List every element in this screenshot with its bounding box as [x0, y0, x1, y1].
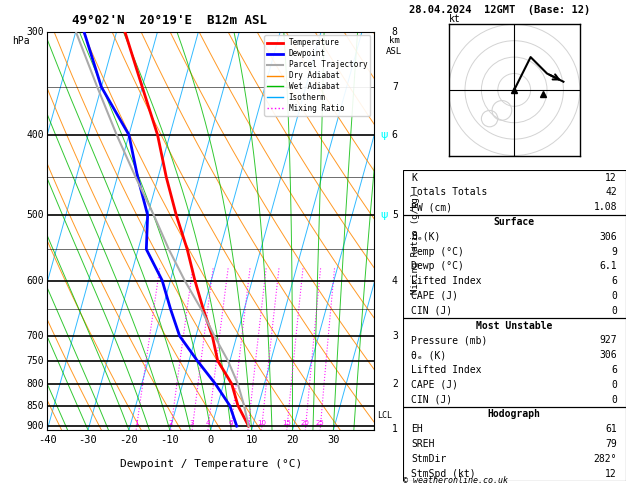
Text: PW (cm): PW (cm) [411, 202, 453, 212]
Bar [403, 407, 626, 481]
Text: -40: -40 [38, 435, 57, 445]
Text: StmDir: StmDir [411, 454, 447, 464]
Legend: Temperature, Dewpoint, Parcel Trajectory, Dry Adiabat, Wet Adiabat, Isotherm, Mi: Temperature, Dewpoint, Parcel Trajectory… [264, 35, 370, 116]
Text: 700: 700 [26, 331, 44, 341]
Text: LCL: LCL [377, 411, 392, 420]
Text: 6: 6 [229, 420, 233, 426]
Text: kt: kt [448, 14, 460, 24]
Text: 282°: 282° [593, 454, 617, 464]
Text: SREH: SREH [411, 439, 435, 449]
Text: Mixing Ratio (g/kg): Mixing Ratio (g/kg) [411, 192, 420, 294]
Text: Dewp (°C): Dewp (°C) [411, 261, 464, 271]
Bar [403, 214, 626, 318]
Text: 10: 10 [257, 420, 266, 426]
Text: Lifted Index: Lifted Index [411, 276, 482, 286]
Text: 12: 12 [605, 469, 617, 479]
Text: 600: 600 [26, 276, 44, 285]
Text: 500: 500 [26, 210, 44, 220]
Text: CAPE (J): CAPE (J) [411, 291, 459, 301]
Bar [403, 170, 626, 214]
Text: 300: 300 [26, 27, 44, 36]
Text: Hodograph: Hodograph [487, 410, 541, 419]
Text: 0: 0 [611, 395, 617, 405]
Text: 306: 306 [599, 232, 617, 242]
Text: ψ: ψ [381, 210, 388, 220]
Text: 20: 20 [286, 435, 299, 445]
Text: 400: 400 [26, 130, 44, 140]
Text: 900: 900 [26, 421, 44, 431]
Text: hPa: hPa [13, 36, 30, 47]
Text: 4: 4 [206, 420, 210, 426]
Bar [403, 318, 626, 407]
Text: 1: 1 [392, 424, 398, 434]
Text: 306: 306 [599, 350, 617, 360]
Text: 30: 30 [327, 435, 340, 445]
Text: 6.1: 6.1 [599, 261, 617, 271]
Text: 850: 850 [26, 400, 44, 411]
Text: CAPE (J): CAPE (J) [411, 380, 459, 390]
Text: 61: 61 [605, 424, 617, 434]
Text: -30: -30 [79, 435, 97, 445]
Text: 0: 0 [208, 435, 214, 445]
Text: 750: 750 [26, 356, 44, 365]
Text: 0: 0 [611, 306, 617, 316]
Text: ψ: ψ [381, 130, 388, 140]
Text: Totals Totals: Totals Totals [411, 187, 488, 197]
Text: K: K [411, 173, 418, 183]
Text: 1.08: 1.08 [593, 202, 617, 212]
Text: 6: 6 [611, 365, 617, 375]
Text: CIN (J): CIN (J) [411, 395, 453, 405]
Text: 6: 6 [392, 130, 398, 140]
Text: -20: -20 [120, 435, 138, 445]
Text: 12: 12 [605, 173, 617, 183]
Text: 79: 79 [605, 439, 617, 449]
Text: 25: 25 [316, 420, 325, 426]
Text: Pressure (mb): Pressure (mb) [411, 335, 488, 346]
Text: -10: -10 [160, 435, 179, 445]
Text: 9: 9 [611, 246, 617, 257]
Text: Dewpoint / Temperature (°C): Dewpoint / Temperature (°C) [120, 459, 302, 469]
Text: Most Unstable: Most Unstable [476, 321, 552, 330]
Text: 4: 4 [392, 276, 398, 285]
Text: Lifted Index: Lifted Index [411, 365, 482, 375]
Text: 8: 8 [392, 27, 398, 36]
Text: 3: 3 [392, 331, 398, 341]
Text: StmSpd (kt): StmSpd (kt) [411, 469, 476, 479]
Text: 42: 42 [605, 187, 617, 197]
Text: CIN (J): CIN (J) [411, 306, 453, 316]
Text: 5: 5 [392, 210, 398, 220]
Text: 2: 2 [392, 379, 398, 389]
Text: 6: 6 [611, 276, 617, 286]
Text: EH: EH [411, 424, 423, 434]
Text: θₑ (K): θₑ (K) [411, 350, 447, 360]
Text: Temp (°C): Temp (°C) [411, 246, 464, 257]
Text: 0: 0 [611, 380, 617, 390]
Text: 28.04.2024  12GMT  (Base: 12): 28.04.2024 12GMT (Base: 12) [409, 5, 590, 15]
Text: 15: 15 [282, 420, 291, 426]
Text: 800: 800 [26, 379, 44, 389]
Text: 3: 3 [190, 420, 194, 426]
Text: θₑ(K): θₑ(K) [411, 232, 441, 242]
Text: 49°02'N  20°19'E  B12m ASL: 49°02'N 20°19'E B12m ASL [72, 14, 267, 27]
Text: 927: 927 [599, 335, 617, 346]
Text: 0: 0 [611, 291, 617, 301]
Text: 20: 20 [301, 420, 310, 426]
Text: Surface: Surface [494, 217, 535, 227]
Text: 7: 7 [392, 82, 398, 92]
Text: km
ASL: km ASL [386, 36, 403, 56]
Text: 2: 2 [169, 420, 173, 426]
Text: 10: 10 [245, 435, 258, 445]
Text: © weatheronline.co.uk: © weatheronline.co.uk [403, 476, 508, 485]
Text: 8: 8 [246, 420, 250, 426]
Text: 1: 1 [134, 420, 138, 426]
